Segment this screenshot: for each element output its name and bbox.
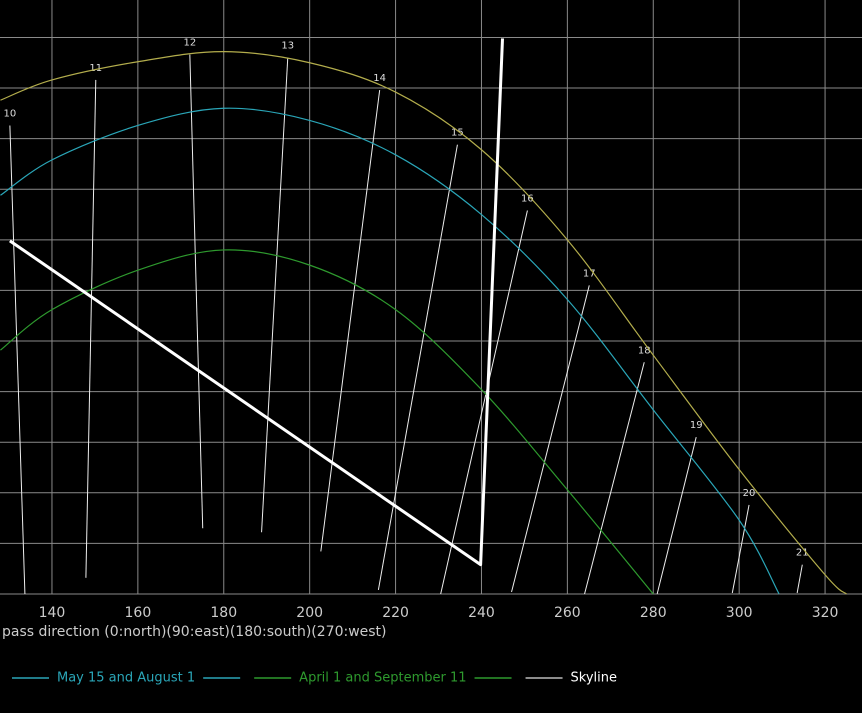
hour-line bbox=[85, 79, 97, 578]
hour-label: 13 bbox=[281, 41, 294, 52]
hour-line bbox=[320, 89, 381, 552]
hour-label: 18 bbox=[638, 345, 651, 356]
hour-line bbox=[189, 54, 204, 529]
legend-label: April 1 and September 11 bbox=[299, 671, 466, 686]
hour-label: 21 bbox=[796, 548, 809, 559]
hour-line bbox=[796, 564, 803, 594]
x-tick-label: 240 bbox=[468, 605, 495, 621]
series-line bbox=[0, 51, 847, 595]
legend-label: Skyline bbox=[571, 671, 617, 686]
hour-line bbox=[261, 57, 289, 533]
x-tick-label: 200 bbox=[296, 605, 323, 621]
x-tick-label: 160 bbox=[125, 605, 152, 621]
x-axis-label: pass direction (0:north)(90:east)(180:so… bbox=[2, 624, 387, 640]
hour-label: 14 bbox=[373, 73, 386, 84]
hour-label: 19 bbox=[690, 420, 703, 431]
x-tick-label: 180 bbox=[210, 605, 237, 621]
hour-line bbox=[731, 504, 750, 594]
x-tick-label: 280 bbox=[640, 605, 667, 621]
series-line bbox=[0, 249, 654, 595]
legend-label: May 15 and August 1 bbox=[57, 671, 195, 686]
hour-label: 15 bbox=[451, 128, 464, 139]
hour-label: 11 bbox=[89, 63, 102, 74]
hour-line bbox=[584, 362, 645, 595]
hour-line bbox=[9, 125, 26, 595]
hour-line bbox=[440, 210, 528, 595]
x-tick-label: 260 bbox=[554, 605, 581, 621]
x-tick-label: 300 bbox=[726, 605, 753, 621]
x-tick-label: 220 bbox=[382, 605, 409, 621]
hour-label: 16 bbox=[521, 193, 534, 204]
x-tick-label: 320 bbox=[812, 605, 839, 621]
series-line bbox=[0, 107, 780, 595]
hour-line bbox=[377, 144, 458, 591]
hour-label: 10 bbox=[4, 108, 17, 119]
x-tick-label: 140 bbox=[39, 605, 66, 621]
hour-label: 12 bbox=[183, 38, 196, 49]
series-line bbox=[9, 38, 505, 567]
hour-line bbox=[656, 437, 697, 595]
hour-label: 17 bbox=[583, 268, 596, 279]
hour-line bbox=[511, 285, 590, 593]
hour-label: 20 bbox=[743, 488, 756, 499]
